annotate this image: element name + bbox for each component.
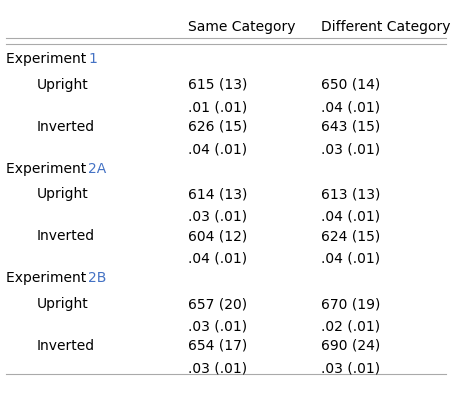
Text: .04 (.01): .04 (.01) [188, 142, 247, 156]
Text: 2B: 2B [88, 271, 107, 285]
Text: Experiment: Experiment [6, 162, 91, 175]
Text: 690 (24): 690 (24) [321, 338, 381, 352]
Text: .03 (.01): .03 (.01) [188, 319, 247, 333]
Text: .03 (.01): .03 (.01) [188, 209, 247, 223]
Text: 1: 1 [88, 52, 97, 66]
Text: Upright: Upright [37, 78, 89, 92]
Text: 657 (20): 657 (20) [188, 296, 247, 310]
Text: Upright: Upright [37, 296, 89, 310]
Text: 614 (13): 614 (13) [188, 187, 247, 201]
Text: .04 (.01): .04 (.01) [188, 251, 247, 265]
Text: .01 (.01): .01 (.01) [188, 100, 247, 114]
Text: 643 (15): 643 (15) [321, 119, 381, 134]
Text: .03 (.01): .03 (.01) [321, 142, 381, 156]
Text: 626 (15): 626 (15) [188, 119, 247, 134]
Text: Experiment: Experiment [6, 271, 91, 285]
Text: 670 (19): 670 (19) [321, 296, 381, 310]
Text: .03 (.01): .03 (.01) [188, 360, 247, 375]
Text: Different Category: Different Category [321, 20, 451, 34]
Text: .03 (.01): .03 (.01) [321, 360, 381, 375]
Text: Experiment: Experiment [6, 52, 91, 66]
Text: 615 (13): 615 (13) [188, 78, 247, 92]
Text: 604 (12): 604 (12) [188, 229, 247, 243]
Text: .04 (.01): .04 (.01) [321, 100, 381, 114]
Text: 613 (13): 613 (13) [321, 187, 381, 201]
Text: .04 (.01): .04 (.01) [321, 209, 381, 223]
Text: Inverted: Inverted [37, 338, 95, 352]
Text: 624 (15): 624 (15) [321, 229, 381, 243]
Text: Same Category: Same Category [188, 20, 296, 34]
Text: Inverted: Inverted [37, 119, 95, 134]
Text: 650 (14): 650 (14) [321, 78, 381, 92]
Text: 654 (17): 654 (17) [188, 338, 247, 352]
Text: Inverted: Inverted [37, 229, 95, 243]
Text: Upright: Upright [37, 187, 89, 201]
Text: 2A: 2A [88, 162, 106, 175]
Text: .02 (.01): .02 (.01) [321, 319, 381, 333]
Text: .04 (.01): .04 (.01) [321, 251, 381, 265]
